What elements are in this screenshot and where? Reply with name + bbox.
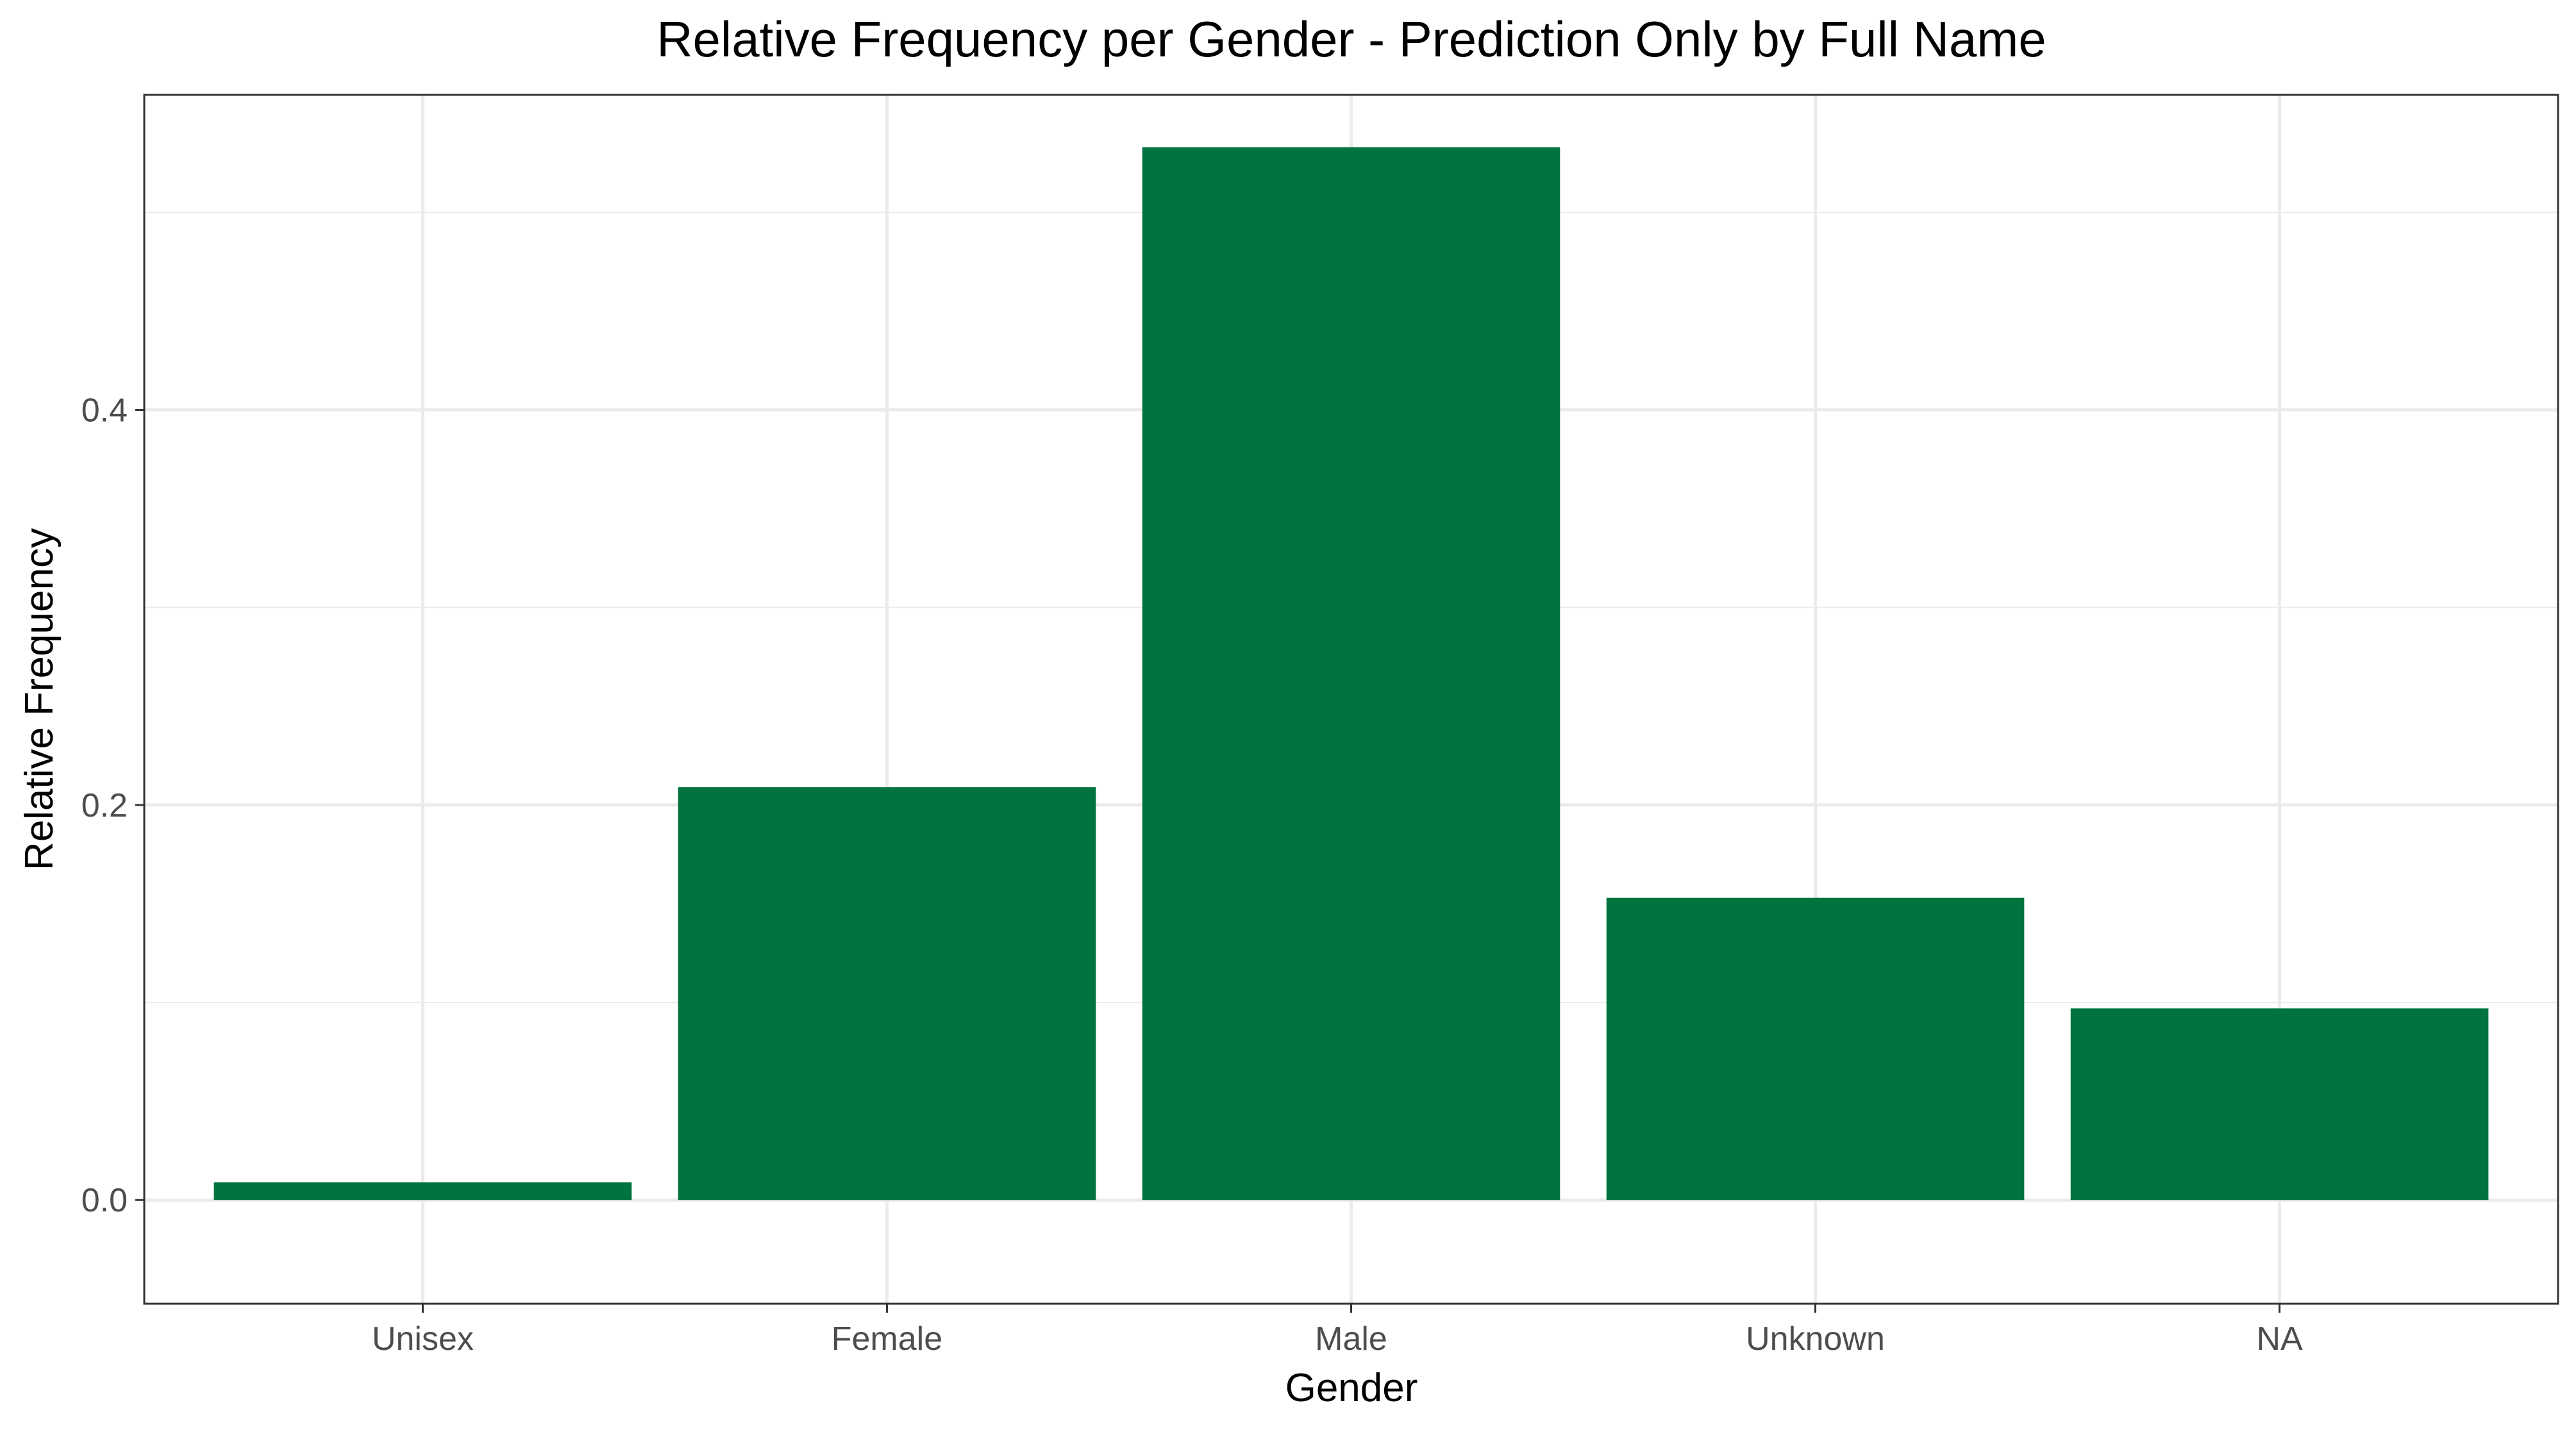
y-tick-label: 0.4 <box>81 392 128 429</box>
y-tick-label: 0.0 <box>81 1182 128 1219</box>
bars <box>213 147 2489 1201</box>
x-tick-label: Female <box>832 1320 942 1358</box>
bar-female <box>678 787 1096 1201</box>
y-axis: 0.0 0.2 0.4 <box>81 392 144 1219</box>
chart-title: Relative Frequency per Gender - Predicti… <box>657 11 2046 67</box>
x-tick-label: NA <box>2256 1320 2303 1358</box>
x-axis-title: Gender <box>1285 1366 1418 1410</box>
x-tick-label: Unknown <box>1746 1320 1885 1358</box>
y-axis-title: Relative Frequency <box>17 528 62 870</box>
x-axis: Unisex Female Male Unknown NA <box>372 1304 2303 1358</box>
y-tick-label: 0.2 <box>81 787 128 824</box>
x-tick-label: Unisex <box>372 1320 474 1358</box>
bar-unknown <box>1606 897 2025 1201</box>
bar-unisex <box>213 1182 632 1201</box>
bar-male <box>1142 147 1560 1201</box>
bar-na <box>2070 1008 2489 1201</box>
x-tick-label: Male <box>1315 1320 1387 1358</box>
